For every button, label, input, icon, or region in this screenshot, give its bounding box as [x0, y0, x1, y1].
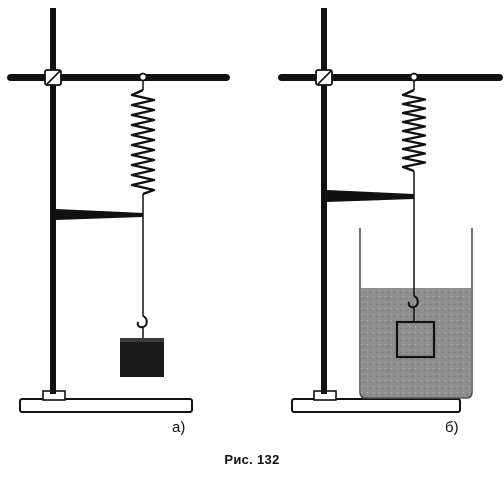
panel-b-water	[361, 288, 471, 398]
panel-a-hook	[136, 315, 148, 329]
panel-a-weight	[120, 338, 164, 377]
panel-b-pointer	[327, 190, 414, 202]
panel-b-rod	[321, 8, 327, 394]
panel-b-stand	[278, 8, 503, 413]
panel-b-weight	[395, 320, 436, 359]
panel-a-spring	[130, 88, 156, 196]
figure-caption: Рис. 132	[224, 452, 280, 467]
panel-a-spring-scale	[120, 72, 164, 377]
panel-b-spring	[401, 88, 427, 173]
panel-b-spring-scale	[395, 72, 436, 359]
panel-a-stand	[7, 8, 230, 413]
panel-a-base	[19, 398, 193, 413]
panel-a-label: а)	[172, 419, 185, 436]
panel-b-beaker	[359, 228, 473, 399]
panel-a-crossbar	[7, 74, 230, 81]
panel-a-pointer	[56, 209, 143, 220]
panel-b-label: б)	[445, 419, 459, 436]
panel-b-base	[291, 398, 461, 413]
panel-b-crossbar	[278, 74, 503, 81]
panel-a-rod	[50, 8, 56, 394]
panel-b-vessel	[359, 228, 473, 399]
